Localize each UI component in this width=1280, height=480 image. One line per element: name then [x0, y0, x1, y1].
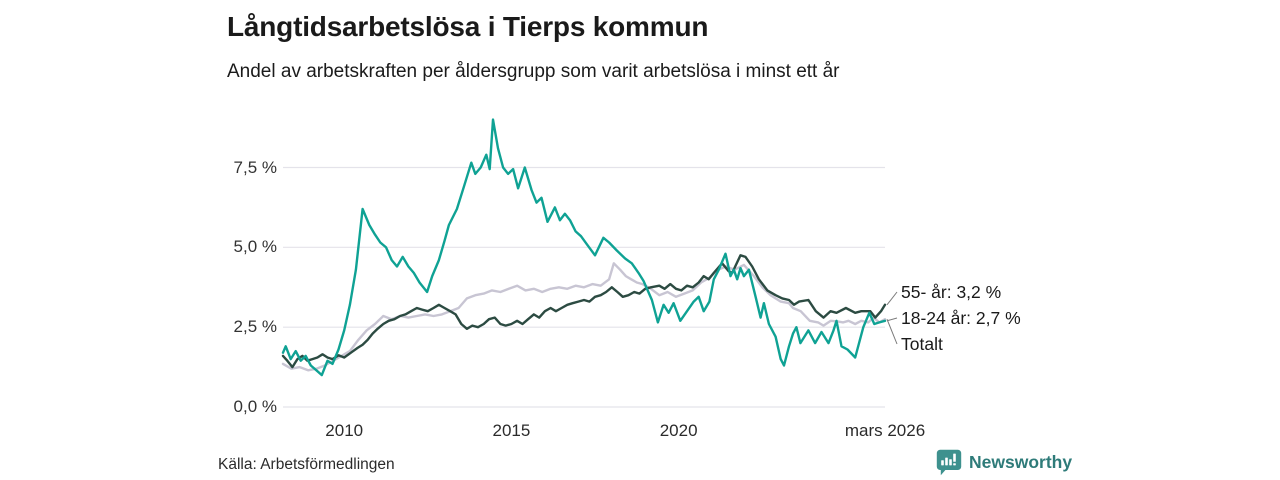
series-line-18-24-år: [281, 118, 887, 377]
newsworthy-logo-text: Newsworthy: [969, 452, 1073, 472]
x-axis-tick-label: 2015: [492, 421, 531, 440]
x-axis-tick-label: 2010: [325, 421, 364, 440]
series-line-totalt: [281, 262, 887, 372]
newsworthy-logo: Newsworthy: [936, 449, 1072, 476]
series-end-label-18-24-år: 18-24 år: 2,7 %: [901, 308, 1021, 328]
annotation-leader-line: [886, 317, 898, 322]
y-axis-tick-label: 5,0 %: [233, 237, 277, 257]
annotation-leader-line: [886, 291, 898, 306]
speech-bubble-bar-chart-icon: [936, 449, 962, 476]
y-axis-tick-label: 2,5 %: [233, 317, 277, 337]
series-end-label-55-år: 55- år: 3,2 %: [901, 282, 1002, 302]
x-axis-tick-label: 2020: [659, 421, 698, 440]
series-line-55-år: [281, 254, 887, 369]
chart-subtitle: Andel av arbetskraften per åldersgrupp s…: [227, 61, 840, 82]
y-axis-tick-label: 7,5 %: [233, 157, 277, 177]
y-axis-tick-label: 0,0 %: [233, 397, 277, 416]
source-attribution: Källa: Arbetsförmedlingen: [218, 456, 395, 473]
chart-title: Långtidsarbetslösa i Tierps kommun: [227, 11, 709, 42]
annotation-leader-line: [886, 318, 898, 345]
x-axis-tick-label: mars 2026: [844, 421, 926, 440]
series-end-label-totalt: Totalt: [901, 334, 943, 354]
